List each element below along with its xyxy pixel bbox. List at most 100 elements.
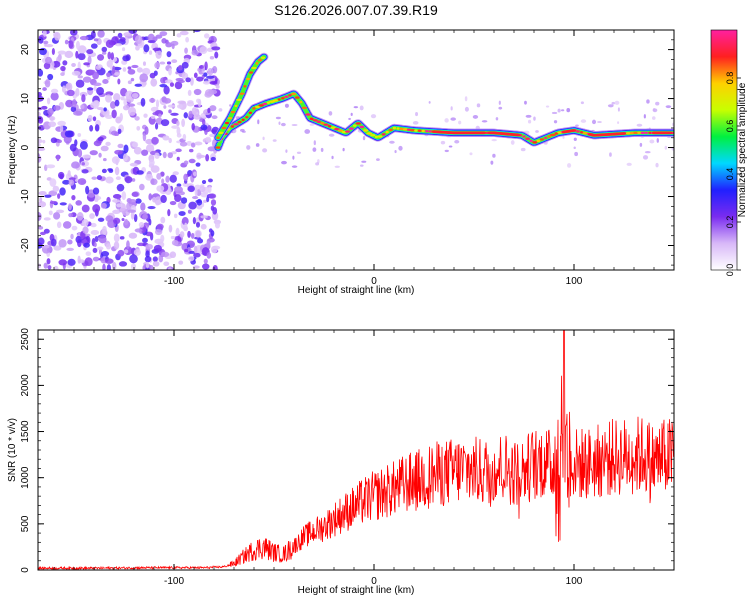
noise-speck [176, 133, 182, 138]
ridge-mark-peak [582, 131, 588, 135]
x-tick-label: 0 [371, 276, 377, 287]
noise-speck [191, 123, 195, 131]
noise-speck [39, 197, 43, 204]
noise-speck [60, 65, 66, 72]
noise-speck [190, 232, 195, 239]
noise-speck [664, 145, 668, 150]
noise-speck [464, 106, 469, 112]
noise-speck [140, 202, 146, 211]
noise-speck [105, 243, 112, 250]
noise-speck [90, 43, 98, 49]
noise-speck [192, 216, 196, 225]
noise-speck [38, 111, 41, 117]
noise-speck [189, 148, 194, 153]
noise-speck [174, 186, 183, 194]
noise-speck [617, 107, 620, 112]
noise-speck [178, 64, 183, 71]
noise-speck [143, 113, 148, 118]
noise-speck [105, 141, 111, 147]
noise-speck [156, 172, 162, 180]
noise-speck [525, 114, 532, 118]
noise-speck [199, 65, 204, 69]
noise-speck [170, 112, 179, 116]
noise-speck [188, 250, 196, 254]
noise-speck [80, 104, 85, 110]
spectrogram-x-label: Height of straight line (km) [298, 285, 415, 296]
noise-speck [105, 94, 112, 103]
noise-speck [315, 162, 320, 166]
noise-speck [191, 107, 197, 115]
noise-speck [90, 222, 97, 228]
ridge-mark-peak [299, 100, 303, 104]
noise-speck [66, 89, 75, 97]
noise-speck [64, 39, 69, 45]
ridge-mark-peak [576, 130, 580, 133]
noise-speck [193, 245, 198, 254]
noise-speck [70, 106, 77, 113]
noise-speck [181, 61, 189, 69]
noise-speck [567, 163, 572, 168]
ridge-mark-peak [291, 92, 297, 96]
y-tick-label: 20 [20, 44, 31, 56]
noise-speck [46, 164, 56, 169]
noise-speck [187, 209, 192, 214]
noise-speck [580, 119, 587, 123]
noise-speck [199, 46, 208, 54]
noise-speck [43, 62, 51, 70]
snr-plot-area [38, 330, 674, 570]
ridge-mark-peak [370, 134, 376, 137]
noise-speck [184, 47, 188, 54]
noise-speck [116, 203, 123, 208]
branch-mark-peak [221, 126, 227, 130]
noise-speck [655, 101, 660, 106]
colorbar-tick-label: 0.8 [725, 72, 735, 85]
branch-mark-peak [234, 104, 238, 108]
noise-speck [125, 90, 134, 100]
noise-speck [105, 114, 113, 119]
ridge-mark-peak [301, 106, 308, 110]
noise-speck [208, 193, 217, 199]
noise-speck [105, 176, 114, 184]
noise-speck [147, 40, 156, 44]
noise-speck [580, 101, 584, 105]
noise-speck [109, 101, 116, 109]
noise-speck [240, 128, 245, 132]
noise-speck [47, 108, 54, 116]
branch-mark-peak [224, 121, 230, 125]
ridge-mark-peak [230, 125, 235, 128]
noise-speck [172, 171, 179, 176]
noise-speck [188, 158, 196, 164]
noise-speck [194, 141, 203, 146]
noise-speck [39, 47, 47, 56]
noise-speck [158, 113, 162, 118]
noise-speck [64, 50, 74, 59]
ridge-mark-peak [525, 137, 531, 140]
noise-speck [115, 43, 123, 47]
noise-speck [96, 86, 105, 96]
noise-speck [59, 125, 64, 133]
noise-speck [350, 112, 353, 116]
noise-speck [84, 233, 91, 237]
noise-speck [92, 82, 102, 87]
noise-speck [557, 108, 561, 113]
noise-speck [130, 77, 135, 82]
noise-speck [148, 218, 152, 226]
noise-speck [155, 50, 162, 59]
noise-speck [113, 241, 120, 250]
noise-speck [131, 178, 136, 182]
noise-speck [171, 59, 178, 64]
noise-speck [167, 152, 173, 159]
ridge-mark-peak [554, 132, 559, 135]
noise-speck [128, 30, 138, 34]
noise-speck [127, 209, 137, 213]
noise-speck [87, 55, 92, 65]
noise-speck [77, 75, 84, 79]
ridge-mark-peak [637, 131, 642, 135]
noise-speck [162, 151, 167, 159]
noise-speck [48, 210, 53, 216]
noise-speck [204, 61, 208, 71]
noise-speck [171, 125, 180, 129]
noise-speck [154, 228, 163, 236]
noise-speck [196, 205, 203, 210]
noise-speck [160, 234, 165, 243]
